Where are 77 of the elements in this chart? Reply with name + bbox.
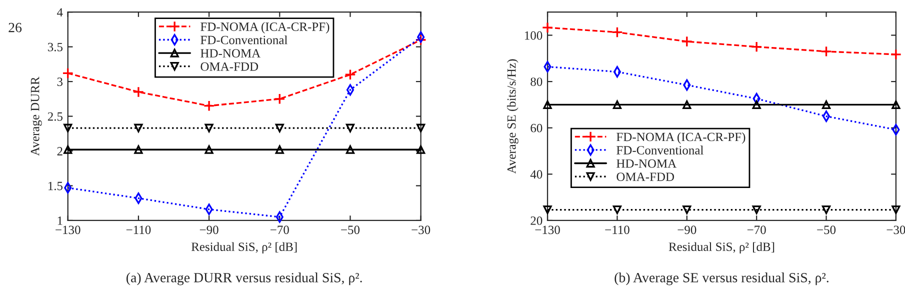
x-tick-label: −130	[56, 226, 80, 234]
x-tick-label: −130	[535, 226, 560, 234]
point	[134, 145, 143, 154]
point	[62, 68, 74, 79]
point	[64, 145, 72, 154]
point	[416, 124, 426, 132]
y-tick-label: 60	[530, 124, 542, 132]
point	[822, 206, 831, 214]
point	[64, 124, 72, 132]
point	[822, 100, 831, 109]
point	[752, 206, 761, 214]
legend-label: FD-Conventional	[616, 146, 704, 154]
y-tick-label: 1	[58, 216, 62, 225]
y-tick-label: 40	[530, 170, 542, 179]
point	[820, 46, 832, 58]
point	[681, 36, 693, 48]
point	[132, 86, 144, 98]
point	[682, 100, 692, 109]
y-tick-label: 3	[57, 78, 63, 86]
text: (b) Average SE versus residual SiS, ρ².	[614, 272, 828, 286]
x-tick-label: −110	[126, 226, 151, 234]
point	[890, 48, 902, 60]
legend-label: HD-NOMA	[200, 49, 261, 58]
x-tick-label: −90	[678, 226, 696, 234]
x-tick-label: −110	[605, 226, 630, 234]
point	[543, 206, 552, 214]
point	[415, 34, 427, 46]
x-tick-label: −90	[200, 226, 218, 234]
x-tick-label: −70	[747, 226, 766, 234]
point	[892, 206, 900, 214]
y-tick-label: 1.5	[48, 182, 63, 190]
x-tick-label: −30	[886, 226, 905, 234]
legend-label: OMA-FDD	[200, 62, 258, 71]
point	[275, 145, 284, 154]
point	[612, 26, 623, 38]
y-tick-label: 3.5	[48, 42, 63, 52]
point	[542, 22, 554, 34]
x-axis-title: Residual SiS, ρ² [dB]	[668, 242, 774, 254]
point	[416, 145, 426, 154]
point	[204, 124, 214, 132]
y-tick-label: 100	[525, 31, 542, 40]
point	[134, 124, 143, 132]
text: (a) Average DURR versus residual SiS, ρ².	[126, 272, 362, 286]
legend-label: FD-NOMA (ICA-CR-PF)	[616, 132, 746, 144]
legend-label: HD-NOMA	[616, 159, 677, 168]
x-tick-label: −70	[270, 226, 289, 234]
y-axis-title: Average DURR	[30, 76, 42, 156]
point	[892, 100, 900, 109]
point	[682, 206, 692, 214]
y-tick-label: 4	[57, 8, 63, 16]
y-tick-label: 2	[57, 147, 62, 156]
point	[274, 93, 286, 105]
legend-label: OMA-FDD	[616, 172, 674, 182]
point	[346, 145, 355, 154]
y-tick-label: 20	[530, 216, 542, 225]
point	[612, 206, 622, 214]
x-axis-title: Residual SiS, ρ² [dB]	[191, 242, 297, 254]
point	[822, 110, 830, 122]
point	[344, 68, 356, 80]
legend-label: FD-Conventional	[200, 35, 288, 44]
point	[346, 124, 355, 132]
text: 26	[8, 22, 22, 32]
y-tick-label: 2.5	[48, 112, 63, 121]
x-tick-label: −50	[341, 226, 360, 234]
point	[275, 124, 284, 132]
x-tick-label: −30	[412, 226, 430, 234]
point	[204, 145, 214, 154]
point	[752, 100, 761, 109]
x-tick-label: −50	[817, 226, 836, 234]
point	[203, 100, 215, 112]
point	[346, 84, 354, 96]
legend-label: FD-NOMA (ICA-CR-PF)	[200, 22, 330, 34]
point	[612, 100, 622, 109]
point	[543, 100, 552, 109]
point	[750, 41, 762, 53]
y-tick-label: 80	[530, 78, 542, 86]
y-axis-title: Average SE (bits/s/Hz)	[506, 59, 518, 174]
